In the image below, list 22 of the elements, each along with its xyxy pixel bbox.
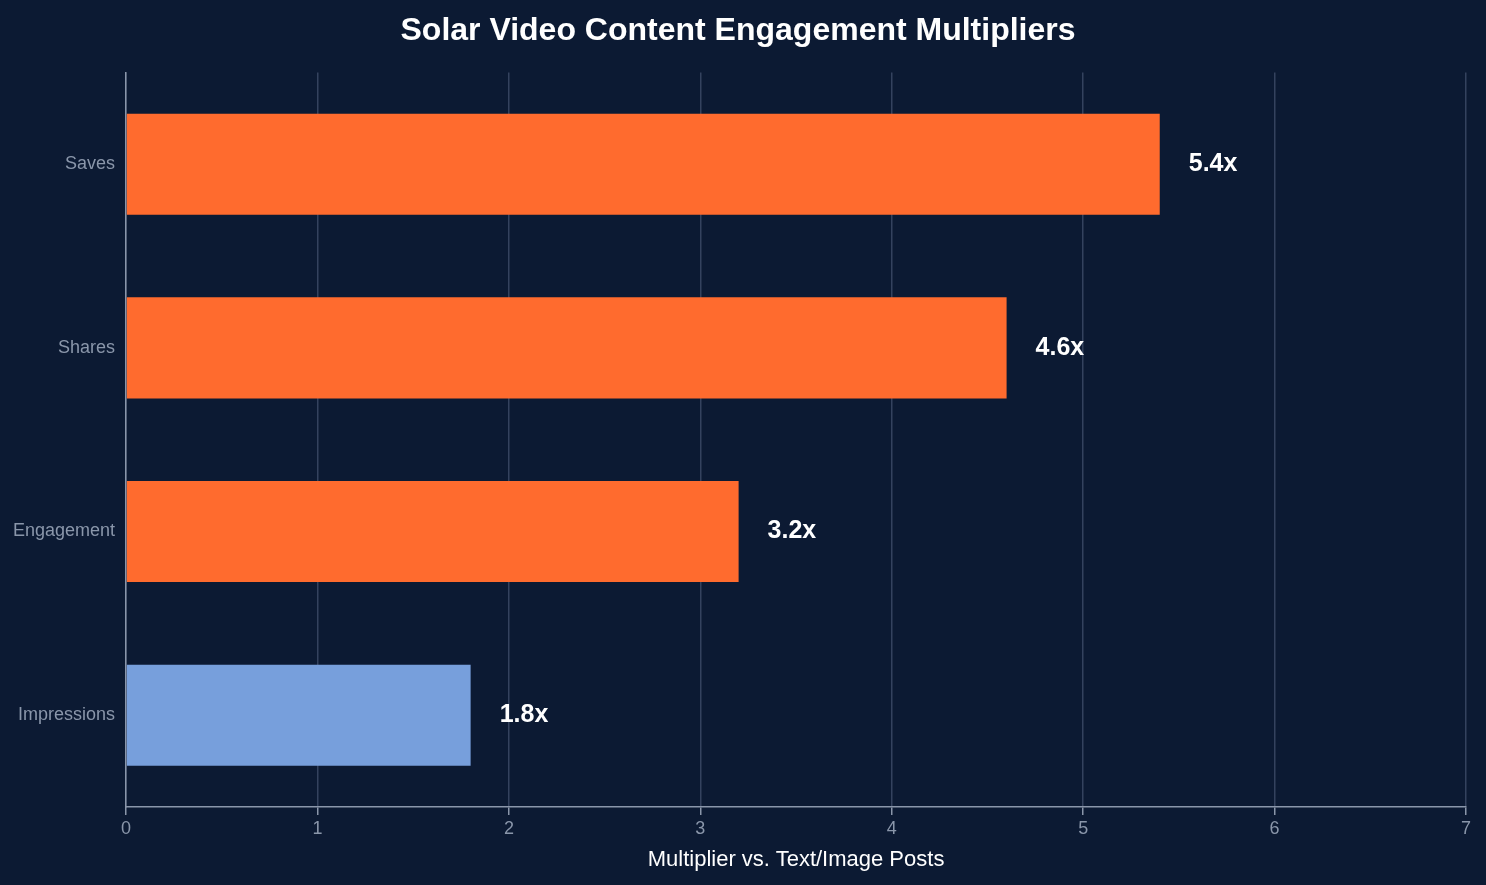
bar: [126, 481, 739, 583]
x-tick-label: 7: [1460, 817, 1472, 838]
x-tick-label: 2: [503, 817, 514, 838]
y-tick-label: Shares: [58, 336, 116, 357]
x-tick-label: 1: [312, 817, 323, 838]
bar: [126, 297, 1007, 399]
x-tick-label: 4: [886, 817, 897, 838]
y-tick-label: Saves: [65, 153, 116, 174]
chart-title: Solar Video Content Engagement Multipliers: [400, 11, 1076, 48]
data-label: 4.6x: [1035, 331, 1085, 360]
y-tick-label: Impressions: [18, 704, 116, 725]
data-label: 3.2x: [767, 515, 817, 544]
bar: [126, 664, 471, 766]
x-tick-label: 5: [1078, 817, 1089, 838]
y-tick-label: Engagement: [13, 520, 116, 541]
bar: [126, 113, 1160, 215]
data-label: 1.8x: [499, 699, 549, 728]
x-tick-label: 6: [1269, 817, 1280, 838]
x-tick-label: 3: [695, 817, 706, 838]
data-label: 5.4x: [1188, 148, 1238, 177]
x-axis-title: Multiplier vs. Text/Image Posts: [647, 845, 945, 871]
x-tick-label: 0: [121, 817, 132, 838]
